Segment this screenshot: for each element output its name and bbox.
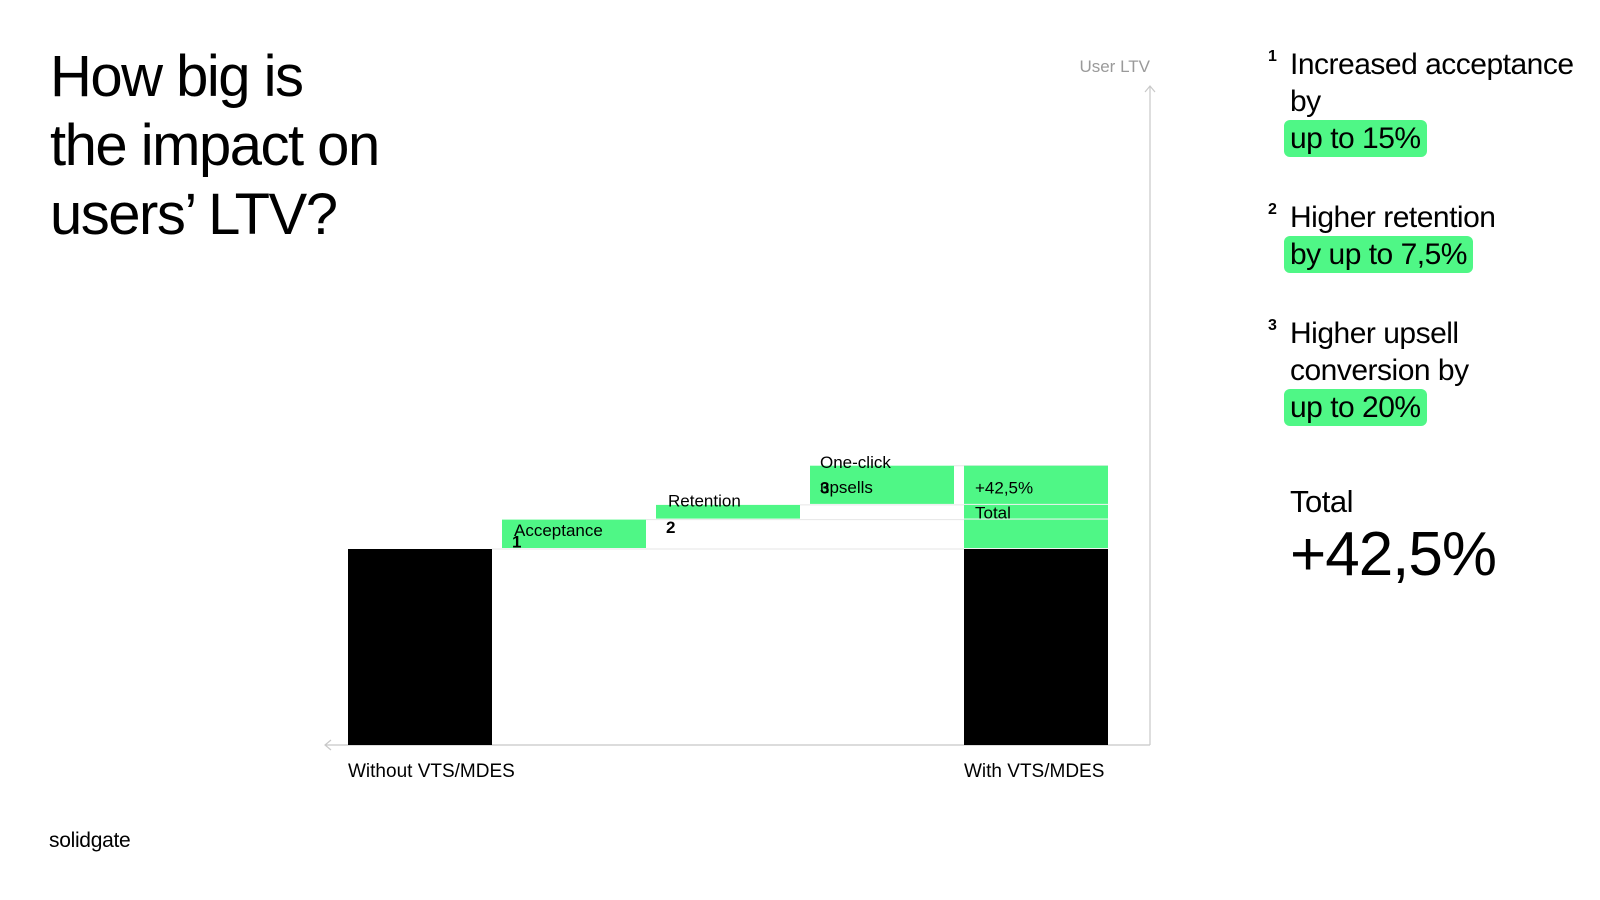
bar-total-segment [964, 465, 1108, 504]
y-axis-arrow [1144, 85, 1156, 93]
total-label: Total [1290, 484, 1353, 519]
x-label-with: With VTS/MDES [964, 761, 1104, 782]
note-text: Increased acceptance by [1290, 48, 1574, 118]
note-3: 3 Higher upsell conversion by up to 20% [1268, 315, 1588, 426]
bar-total-label: Total [975, 504, 1011, 523]
bar-step [810, 465, 954, 504]
bar-step-label: upsells [820, 478, 873, 497]
bar-step-number: 3 [820, 479, 829, 498]
bar-step-number: 1 [512, 533, 521, 552]
note-highlight: up to 20% [1284, 389, 1427, 426]
note-number: 3 [1268, 317, 1277, 334]
bar-step-label: Acceptance [514, 521, 603, 540]
bar-step-number: 2 [666, 518, 675, 537]
bar-total-value: +42,5% [975, 479, 1033, 498]
note-number: 2 [1268, 201, 1277, 218]
impact-notes: 1 Increased acceptance by up to 15% 2 Hi… [1268, 46, 1588, 468]
note-text: Higher retention [1290, 201, 1496, 234]
bar-step-label: One-click [820, 453, 891, 472]
bar-total-segment [964, 504, 1108, 519]
x-label-without: Without VTS/MDES [348, 761, 515, 782]
total-value: +42,5% [1290, 520, 1497, 589]
x-axis-arrow [324, 739, 332, 751]
page-title: How big is the impact on users’ LTV? [50, 44, 380, 247]
note-1: 1 Increased acceptance by up to 15% [1268, 46, 1588, 157]
note-highlight: up to 15% [1284, 120, 1427, 157]
bar-step [656, 504, 800, 519]
y-axis-label: User LTV [1079, 57, 1150, 76]
bar-step-label: Retention [668, 492, 741, 511]
bar-step [502, 519, 646, 548]
note-2: 2 Higher retention by up to 7,5% [1268, 199, 1588, 273]
note-highlight: by up to 7,5% [1284, 236, 1473, 273]
note-text: Higher upsell conversion by [1290, 317, 1469, 387]
brand-logo: solidgate [49, 829, 131, 852]
total-block: Total +42,5% [1290, 484, 1497, 590]
bar-total-segment [964, 519, 1108, 548]
bar-base-with [964, 549, 1108, 745]
note-number: 1 [1268, 48, 1277, 65]
bar-base-without [348, 549, 492, 745]
